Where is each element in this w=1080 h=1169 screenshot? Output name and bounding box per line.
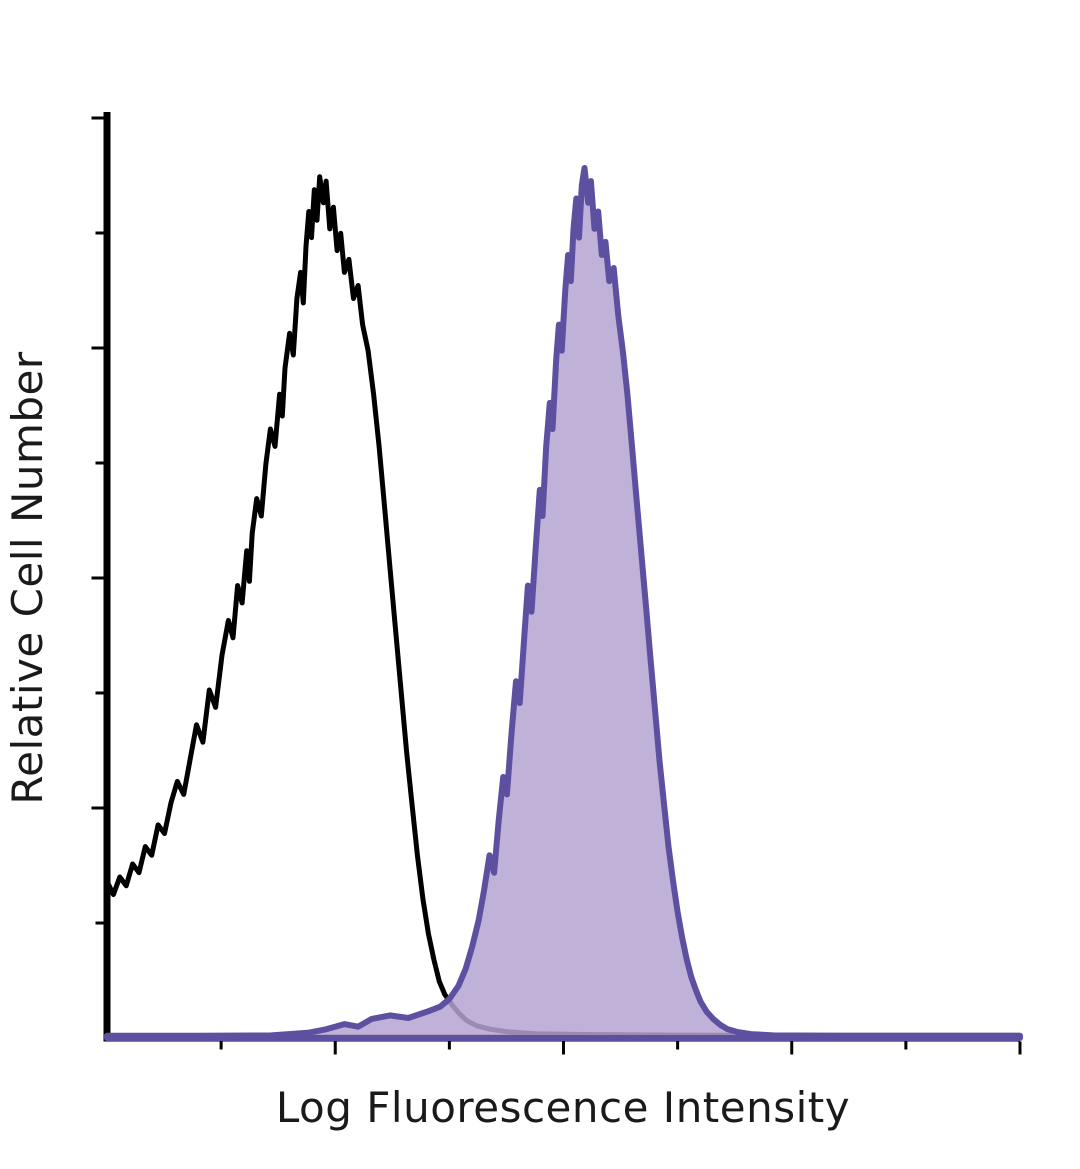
- y-axis-ticks: [91, 116, 104, 925]
- x-axis-ticks: [219, 1041, 1022, 1055]
- x-axis-label: Log Fluorescence Intensity: [276, 1083, 850, 1132]
- control-histogram-curve: [104, 174, 1023, 1038]
- stained-histogram-curve: [104, 165, 1023, 1041]
- y-axis-label: Relative Cell Number: [3, 351, 52, 805]
